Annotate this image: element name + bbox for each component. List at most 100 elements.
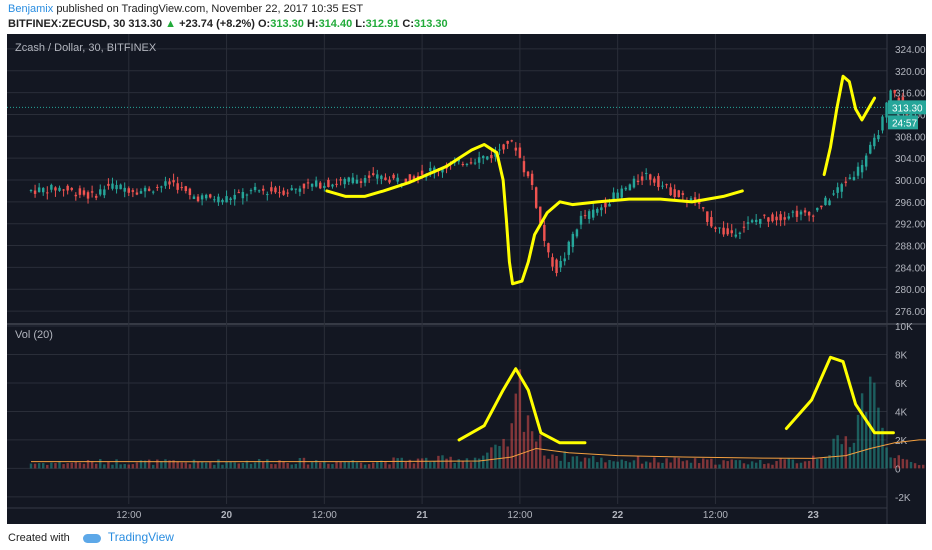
volume-tick-label: 2K [895,436,908,447]
volume-bar [441,455,444,469]
tradingview-logo-icon [82,533,101,543]
volume-bar [738,460,742,469]
price-tick-label: 280.00 [895,285,926,296]
candle-body [551,257,554,267]
price-tick-label: 296.00 [895,198,926,209]
volume-bar [111,464,114,469]
candle-body [653,178,656,183]
volume-bar [400,457,403,469]
volume-bar [702,458,705,469]
candle-body [103,189,106,196]
candle-body [754,219,758,223]
volume-tick-label: 4K [895,407,908,418]
volume-bar [90,461,94,469]
volume-bar [783,459,786,469]
volume-bar [327,463,330,469]
volume-bar [131,464,135,469]
price-tick-label: 284.00 [895,263,926,274]
volume-bar [50,462,53,469]
candle-body [543,224,546,241]
candle-body [579,215,583,225]
volume-bar [828,455,831,469]
candle-body [795,210,799,217]
candle-body [262,188,265,191]
candle-body [526,171,530,177]
chart-svg[interactable]: 324.00320.00316.00312.00308.00304.00300.… [7,34,926,524]
candle-body [477,157,481,163]
candle-body [828,200,831,206]
candle-body [367,175,371,178]
candle-body [351,177,355,184]
volume-bar [917,465,921,469]
volume-bar [469,462,473,469]
volume-bar [437,455,440,469]
volume-bar [824,456,827,469]
candle-body [665,184,668,186]
volume-bar [750,461,754,469]
candle-body [135,192,139,195]
volume-bar [416,458,420,469]
volume-bar [457,459,460,469]
candle-body [147,188,151,191]
volume-tick-label: 8K [895,350,908,361]
candle-body [844,181,848,183]
candle-body [388,179,391,183]
candle-body [726,228,729,235]
candle-body [746,222,750,224]
chart-area[interactable]: 324.00320.00316.00312.00308.00304.00300.… [7,34,926,524]
volume-bar [722,460,725,469]
time-tick-label: 23 [808,510,820,521]
candle-body [408,174,412,182]
candle-body [396,177,399,182]
candle-body [290,188,293,191]
volume-bar [70,462,73,469]
volume-bar [852,442,856,469]
volume-bar [152,464,155,469]
candle-body [510,140,513,142]
candle-body [873,137,876,147]
candle-body [563,258,566,262]
candle-body [490,154,493,159]
candle-body [343,178,346,185]
volume-bar [909,461,913,469]
volume-bar [449,456,452,469]
volume-tick-label: -2K [895,493,911,504]
candle-body [33,190,37,194]
candle-body [233,194,236,200]
candle-body [714,227,717,229]
volume-bar [139,460,143,469]
candle-body [547,243,550,253]
volume-bar [539,434,542,469]
volume-bar [689,462,693,469]
volume-ma-line [30,439,926,463]
candle-body [832,193,835,195]
candle-body [298,188,302,192]
candle-body [539,206,542,223]
volume-bar [869,376,872,469]
volume-bar [384,461,387,469]
volume-bar [160,461,163,469]
candle-body [860,165,864,173]
volume-bar [596,462,599,469]
high-value: 314.40 [318,18,353,30]
candle-body [143,187,147,192]
volume-bar [885,447,888,469]
volume-bar [877,407,880,469]
volume-bar [359,462,363,469]
author-link[interactable]: Benjamix [8,3,54,15]
candle-body [66,185,69,191]
candle-body [775,216,778,221]
tradingview-brand[interactable]: TradingView [107,530,174,544]
candle-body [172,180,175,183]
volume-bar [270,463,273,469]
volume-bar [522,431,526,469]
candle-body [62,189,65,191]
volume-bar [29,463,33,469]
candle-body [359,181,363,184]
volume-bar [94,463,98,469]
candle-body [494,150,497,157]
volume-bar [526,415,530,469]
candle-body [604,202,607,208]
candle-body [820,205,823,208]
volume-bar [298,458,302,469]
